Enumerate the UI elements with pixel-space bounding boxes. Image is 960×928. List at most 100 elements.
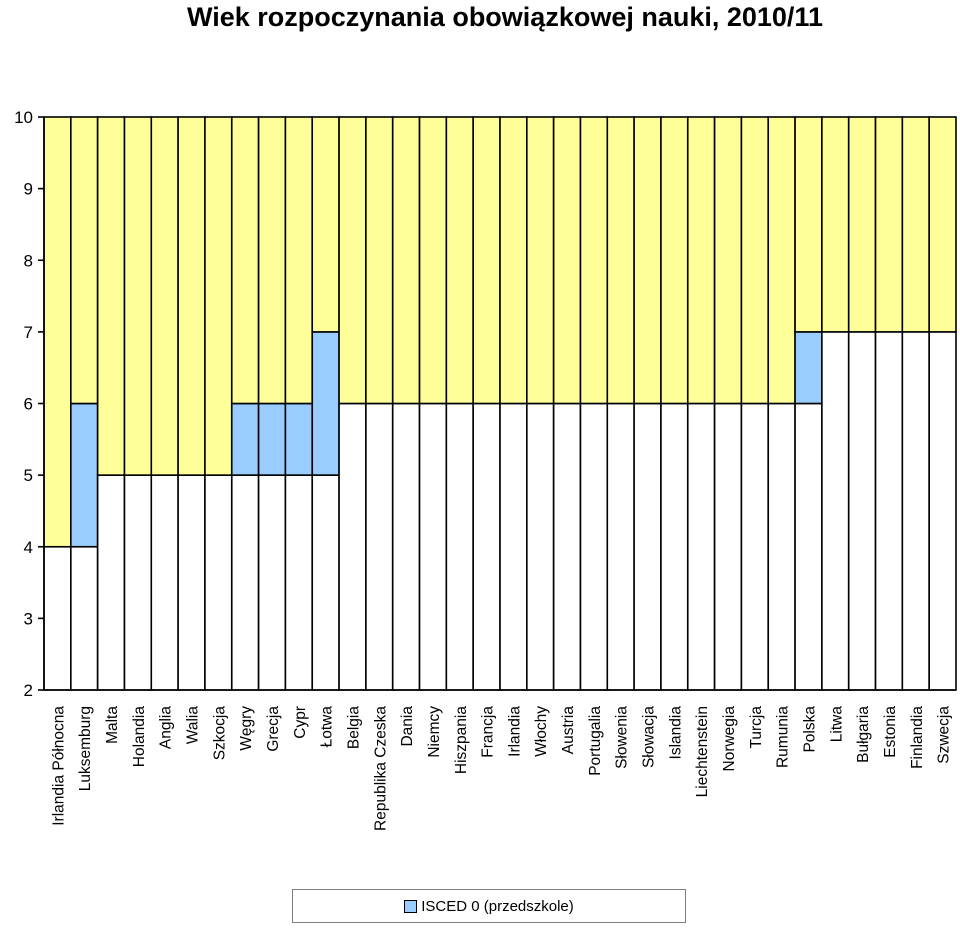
y-tick-label: 2: [24, 681, 33, 700]
bar-segment-isced0: [257, 402, 287, 476]
bar-segment-base: [579, 402, 609, 691]
bar-segment-base: [311, 474, 340, 691]
bar-segment-base: [177, 474, 206, 691]
category-label: Liechtenstein: [694, 706, 711, 797]
category-label: Litwa: [828, 706, 845, 743]
bar-segment-base: [43, 545, 72, 691]
legend: ISCED 0 (przedszkole): [292, 889, 686, 923]
category-label: Polska: [801, 706, 818, 753]
axis-layer: [38, 116, 956, 691]
y-tick-label: 3: [24, 609, 33, 628]
category-label: Szwecja: [936, 706, 953, 764]
bar-segment-compulsory: [96, 116, 126, 476]
bar-segment-base: [150, 474, 179, 691]
bar-segment-compulsory: [606, 116, 635, 405]
bar-segment-compulsory: [338, 116, 367, 405]
legend-swatch-isced0: [404, 899, 418, 913]
bar-segment-base: [606, 402, 635, 691]
category-label: Słowacja: [641, 706, 658, 768]
bar-segment-isced0: [70, 402, 99, 548]
category-label: Słowenia: [614, 706, 631, 769]
y-tick-label: 6: [24, 395, 33, 414]
category-label: Anglia: [158, 706, 175, 749]
y-tick-labels: 2 3 4 5 6 7 8 9 10: [14, 108, 33, 700]
bar-segment-compulsory: [445, 116, 474, 405]
category-label: Republika Czeska: [372, 706, 389, 831]
bar-segment-base: [526, 402, 555, 691]
bar-segment-compulsory: [499, 116, 528, 405]
bar-segment-base: [928, 331, 957, 691]
bar-segment-base: [660, 402, 689, 691]
bar-segment-base: [713, 402, 743, 691]
bar-segment-compulsory: [660, 116, 689, 405]
bar-segment-base: [391, 402, 421, 691]
bar-segment-compulsory: [150, 116, 179, 476]
category-label: Irlandia Północna: [50, 706, 67, 826]
bar-segment-base: [230, 474, 260, 691]
bar-segment-compulsory: [284, 116, 314, 405]
bars-layer: [43, 116, 957, 691]
chart-title: Wiek rozpoczynania obowiązkowej nauki, 2…: [187, 2, 823, 32]
bar-segment-base: [445, 402, 474, 691]
category-label: Norwegia: [721, 706, 738, 772]
category-label: Finlandia: [909, 706, 926, 769]
bar-segment-base: [821, 331, 850, 691]
bar-segment-base: [686, 402, 716, 691]
category-labels: Irlandia Północna Luksemburg Malta Holandia…: [50, 706, 952, 831]
category-label: Francja: [480, 706, 497, 758]
y-tick-label: 7: [24, 323, 33, 342]
category-label: Islandia: [667, 706, 684, 760]
category-label: Irlandia: [506, 706, 523, 757]
category-label: Włochy: [533, 706, 550, 757]
bar-segment-compulsory: [633, 116, 662, 405]
category-label: Niemcy: [426, 706, 443, 758]
category-label: Szkocja: [211, 706, 228, 761]
y-tick-label: 5: [24, 466, 33, 485]
bar-segment-compulsory: [821, 116, 850, 333]
bar-segment-isced0: [311, 331, 340, 476]
bar-segment-base: [418, 402, 448, 691]
bar-segment-compulsory: [713, 116, 743, 405]
bar-segment-compulsory: [847, 116, 877, 333]
bar-segment-base: [633, 402, 662, 691]
bar-segment-compulsory: [418, 116, 448, 405]
bar-segment-base: [499, 402, 528, 691]
bar-segment-base: [847, 331, 877, 691]
bar-segment-isced0: [230, 402, 260, 476]
category-label: Holandia: [131, 706, 148, 768]
bar-segment-compulsory: [204, 116, 233, 476]
category-label: Luksemburg: [77, 706, 94, 791]
bar-segment-base: [874, 331, 904, 691]
bar-segment-base: [96, 474, 126, 691]
bar-segment-compulsory: [901, 116, 930, 333]
category-label: Malta: [104, 706, 121, 744]
bar-segment-base: [472, 402, 501, 691]
bar-segment-compulsory: [794, 116, 823, 333]
bar-segment-base: [257, 474, 287, 691]
bar-segment-base: [365, 402, 394, 691]
legend-label-isced0: ISCED 0 (przedszkole): [421, 897, 574, 915]
y-tick-label: 10: [14, 108, 33, 127]
bar-segment-base: [204, 474, 233, 691]
bar-segment-compulsory: [257, 116, 287, 405]
category-label: Węgry: [238, 706, 255, 751]
bar-segment-base: [284, 474, 314, 691]
category-label: Portugalia: [587, 706, 604, 776]
bar-segment-compulsory: [123, 116, 153, 476]
bar-segment-compulsory: [740, 116, 770, 405]
bar-segment-compulsory: [472, 116, 501, 405]
category-label: Rumunia: [775, 706, 792, 768]
bar-segment-base: [338, 402, 367, 691]
bar-segment-compulsory: [526, 116, 555, 405]
category-label: Łotwa: [319, 706, 336, 748]
bar-segment-base: [70, 545, 99, 691]
category-label: Austria: [560, 706, 577, 755]
bar-segment-compulsory: [43, 116, 72, 548]
bar-segment-base: [767, 402, 796, 691]
bar-segment-isced0: [794, 331, 823, 405]
bar-segment-compulsory: [767, 116, 796, 405]
category-label: Walia: [185, 706, 202, 745]
category-label: Grecja: [265, 706, 282, 752]
category-label: Cypr: [292, 706, 309, 739]
bar-segment-compulsory: [579, 116, 609, 405]
